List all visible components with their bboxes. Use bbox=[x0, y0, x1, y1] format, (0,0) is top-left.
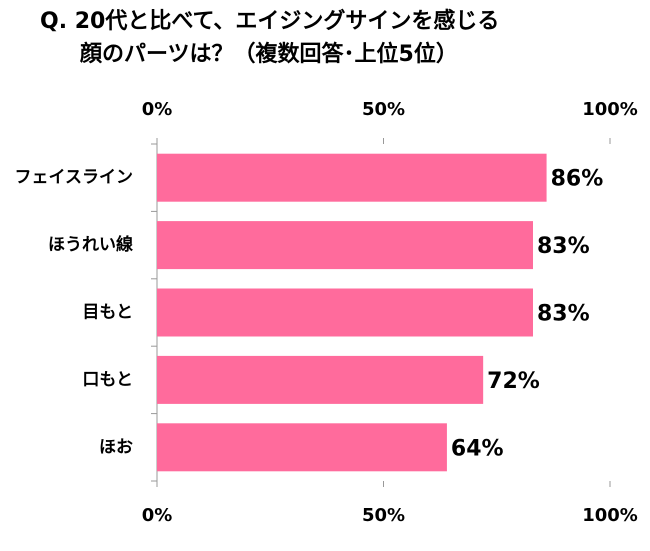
bar bbox=[157, 153, 547, 202]
x-tick-label: 100% bbox=[582, 99, 638, 120]
y-tick-label: 口もと bbox=[82, 370, 133, 390]
x-tick-label: 0% bbox=[142, 99, 173, 120]
bar bbox=[157, 288, 533, 337]
bar bbox=[157, 355, 484, 404]
bar bbox=[157, 423, 447, 472]
x-tick-label: 0% bbox=[142, 505, 173, 526]
value-label: 72% bbox=[487, 369, 540, 394]
y-tick-label: フェイスライン bbox=[15, 168, 134, 188]
value-label: 83% bbox=[537, 302, 590, 327]
value-label: 64% bbox=[451, 436, 504, 461]
chart-title: Q. 20代と比べて、エイジングサインを感じる bbox=[40, 8, 499, 34]
x-tick-label: 50% bbox=[362, 505, 405, 526]
bar bbox=[157, 221, 533, 270]
y-tick-label: ほお bbox=[99, 437, 133, 457]
y-tick-label: ほうれい線 bbox=[48, 234, 133, 255]
chart-title: 顔のパーツは？（複数回答･上位5位） bbox=[79, 41, 458, 67]
y-tick-label: 目もと bbox=[82, 303, 133, 323]
x-tick-label: 50% bbox=[362, 99, 405, 120]
value-label: 83% bbox=[537, 234, 590, 259]
value-label: 86% bbox=[551, 167, 604, 192]
x-tick-label: 100% bbox=[582, 505, 638, 526]
